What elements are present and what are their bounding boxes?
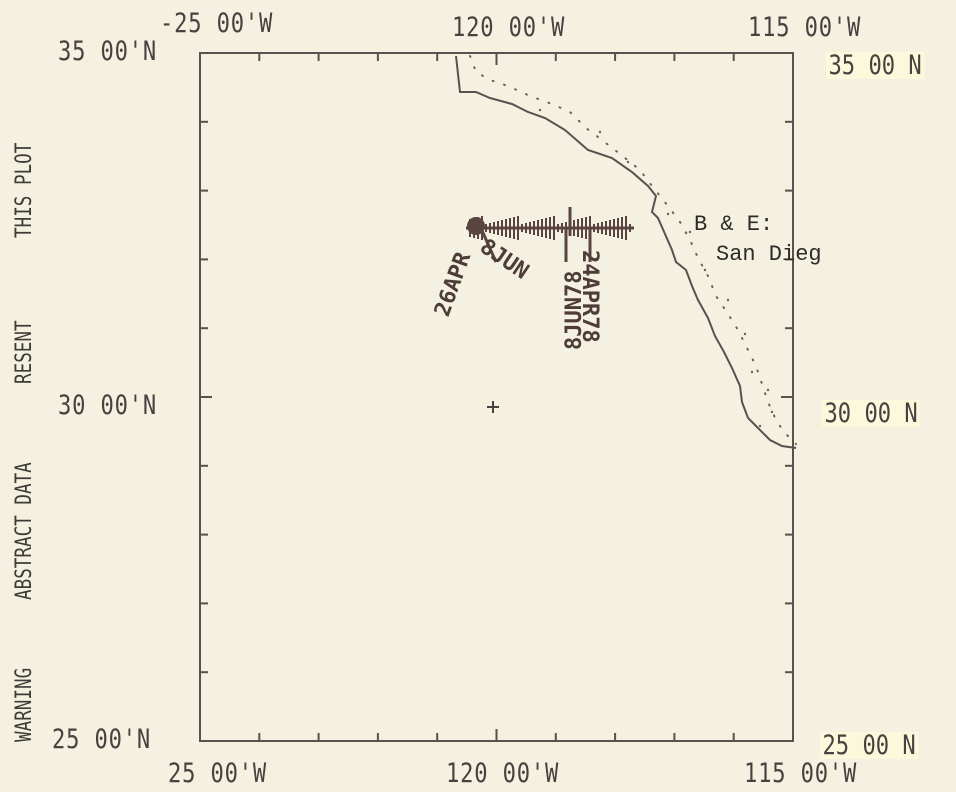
lat-label-left-middle: 30 00'N	[58, 390, 158, 421]
lon-label-top-east: 115 00'W	[748, 12, 862, 43]
lon-label-top-center: 120 00'W	[452, 12, 566, 43]
land-stipple	[538, 108, 774, 428]
lon-label-top-west: -25 00'W	[160, 8, 274, 39]
track-cluster	[467, 217, 485, 235]
side-text-resent: RESENT	[12, 320, 37, 384]
track-label-end-b: 8JUN78	[562, 270, 587, 350]
lon-label-bottom-center: 120 00'W	[446, 758, 560, 789]
side-text-warning: WARNING	[12, 667, 37, 742]
lat-label-right-south: 25 00 N	[820, 732, 919, 759]
station-cross	[487, 401, 499, 413]
annotation-line-1: B & E:	[694, 212, 774, 237]
lat-label-right-middle: 30 00 N	[822, 400, 921, 427]
lon-label-bottom-west: 25 00'W	[168, 758, 268, 789]
axis-ticks	[199, 52, 794, 742]
lat-label-left-south: 25 00'N	[52, 724, 152, 755]
track-hatch	[469, 216, 631, 240]
lat-label-left-north: 35 00'N	[58, 36, 158, 67]
lat-label-right-north: 35 00 N	[826, 52, 925, 79]
side-text-this-plot: THIS PLOT	[12, 142, 37, 238]
side-text-abstract-data: ABSTRACT DATA	[12, 462, 37, 600]
lon-label-bottom-east: 115 00'W	[744, 758, 858, 789]
offshore-boundary	[469, 55, 797, 445]
coastline	[455, 55, 797, 449]
annotation-line-2: San Dieg	[716, 242, 822, 267]
plot-border	[199, 52, 794, 742]
